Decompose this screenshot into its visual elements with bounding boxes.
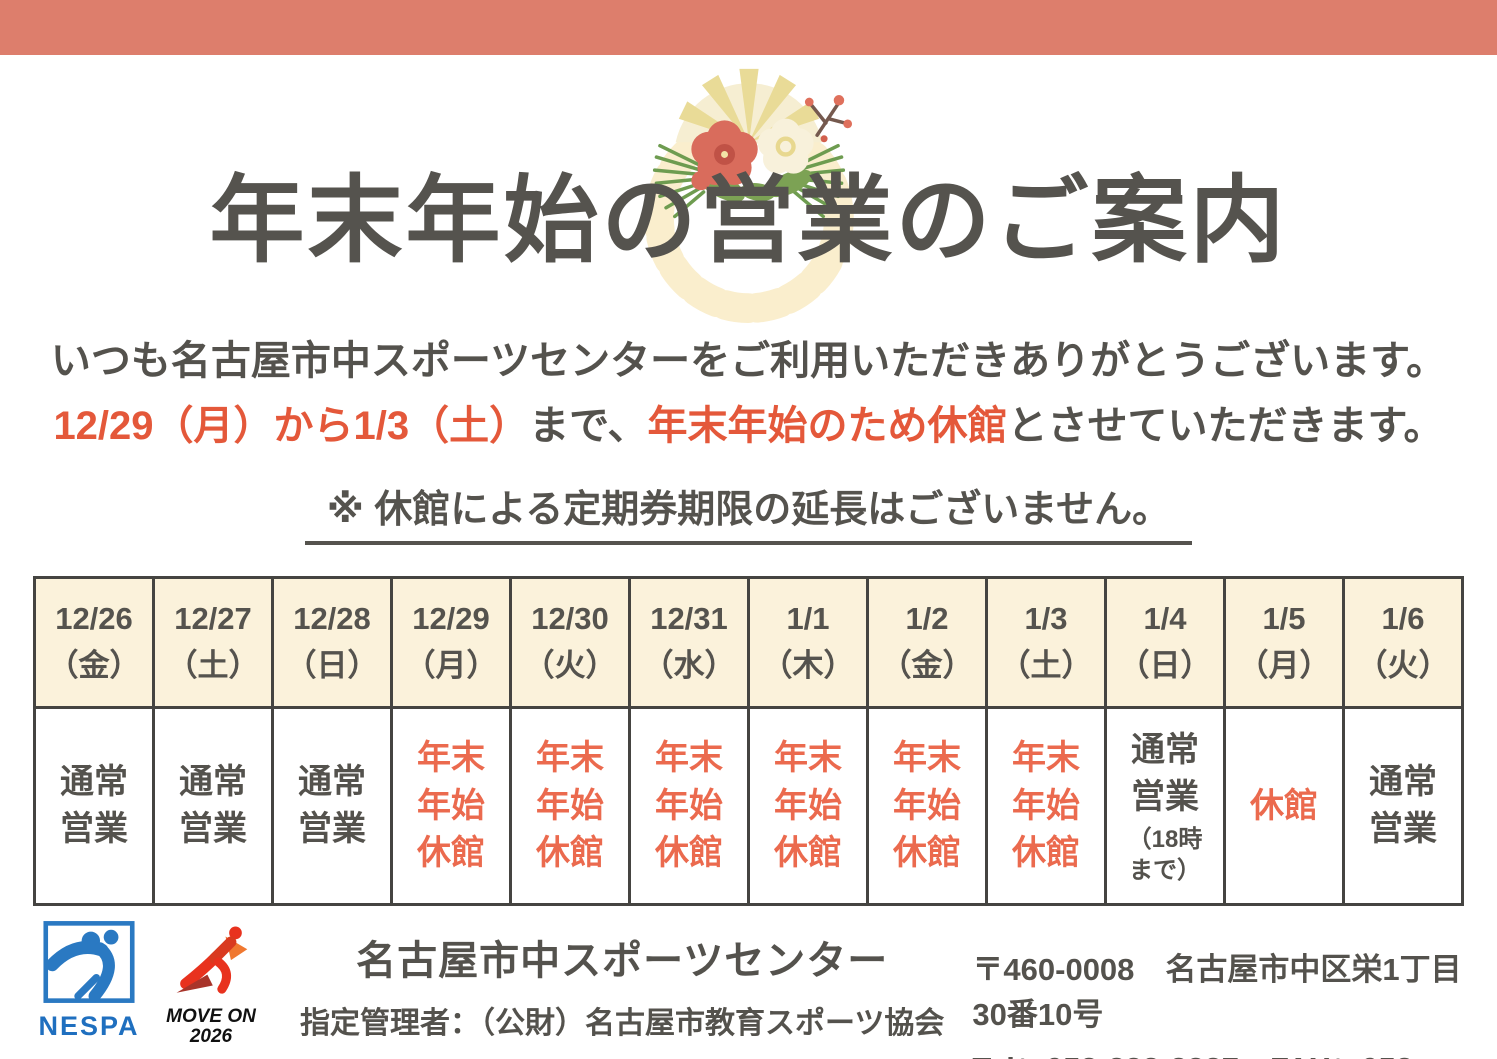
date-header-cell: 12/26 （金） [33, 576, 155, 710]
status-cell: 休館 [1223, 706, 1345, 907]
moveon-logo: MOVE ON 2026 [156, 922, 266, 1048]
nespa-logo-icon [43, 921, 135, 1004]
date-header-cell: 12/28 （日） [271, 576, 393, 710]
date-header-cell: 1/1 （木） [747, 576, 869, 710]
moveon-logo-year: 2026 [189, 1026, 233, 1048]
status-cell: 通常 営業 [152, 706, 274, 907]
facility-name: 名古屋市中スポーツセンター [356, 939, 889, 984]
status-cell: 年末 年始 休館 [390, 706, 512, 907]
new-year-wreath-illustration [643, 68, 854, 323]
status-cell: 年末 年始 休館 [985, 706, 1107, 907]
footer: NESPA MOVE ON 2026 名古屋市中スポーツセンター 指定管理者：（… [0, 906, 1497, 1059]
nespa-logo-label: NESPA [38, 1011, 140, 1042]
schedule-table: 12/26 （金） 12/27 （土） 12/28 （日） 12/29 （月） 12/3… [33, 576, 1464, 907]
address-line: 〒460-0008 名古屋市中区栄1丁目30番10号 [972, 952, 1462, 1033]
status-cell: 年末 年始 休館 [628, 706, 750, 907]
contact-info: 〒460-0008 名古屋市中区栄1丁目30番10号 Tel：052-232-2… [972, 944, 1467, 1059]
status-cell: 通常 営業 [1342, 706, 1464, 907]
page-title: 年末年始の営業のご案内 [209, 168, 1288, 274]
designated-manager: 指定管理者：（公財）名古屋市教育スポーツ協会 [300, 1007, 945, 1041]
closure-period: 12/29（月）から1/3（土） [53, 403, 530, 448]
date-header-cell: 1/6 （火） [1342, 576, 1464, 710]
greeting-line: いつも名古屋市中スポーツセンターをご利用いただきありがとうございます。 [50, 338, 1447, 383]
status-row: 通常 営業 通常 営業 通常 営業 年末 年始 休館 年末 年始 休館 年末 年… [33, 706, 1464, 907]
status-cell: 通常 営業 [33, 706, 155, 907]
greeting-message: いつも名古屋市中スポーツセンターをご利用いただきありがとうございます。 12/2… [0, 329, 1497, 459]
date-header-cell: 12/29 （月） [390, 576, 512, 710]
date-header-cell: 12/30 （火） [509, 576, 631, 710]
status-cell: 通常 営業 [271, 706, 393, 907]
closure-reason: 年末年始のため休館 [647, 403, 1008, 448]
moveon-logo-icon [176, 926, 248, 994]
status-cell: 年末 年始 休館 [509, 706, 631, 907]
date-header-cell: 1/3 （土） [985, 576, 1107, 710]
date-header-row: 12/26 （金） 12/27 （土） 12/28 （日） 12/29 （月） 12/3… [33, 576, 1464, 710]
date-header-cell: 12/27 （土） [152, 576, 274, 710]
top-accent-bar [0, 0, 1497, 55]
nespa-logo: NESPA [38, 920, 140, 1042]
status-cell: 年末 年始 休館 [866, 706, 988, 907]
status-cell: 通常 営業 （18時 まで） [1104, 706, 1226, 907]
date-header-cell: 12/31 （水） [628, 576, 750, 710]
closure-middle: まで、 [529, 403, 648, 448]
closure-suffix: とさせていただきます。 [1007, 403, 1444, 448]
status-cell: 年末 年始 休館 [747, 706, 869, 907]
tel-fax-line: Tel：052-232-2327 FAX：052-232-2364 [972, 1043, 1467, 1059]
date-header-cell: 1/5 （月） [1223, 576, 1345, 710]
pass-extension-note: ※ 休館による定期券期限の延長はございません。 [304, 478, 1193, 546]
closure-line: 12/29（月）から1/3（土）まで、年末年始のため休館とさせていただきます。 [0, 394, 1497, 459]
moveon-logo-label: MOVE ON [166, 1006, 256, 1028]
date-header-cell: 1/2 （金） [866, 576, 988, 710]
note-wrap: ※ 休館による定期券期限の延長はございません。 [0, 478, 1497, 546]
facility-info: 名古屋市中スポーツセンター 指定管理者：（公財）名古屋市教育スポーツ協会 [300, 928, 944, 1042]
date-header-cell: 1/4 （日） [1104, 576, 1226, 710]
